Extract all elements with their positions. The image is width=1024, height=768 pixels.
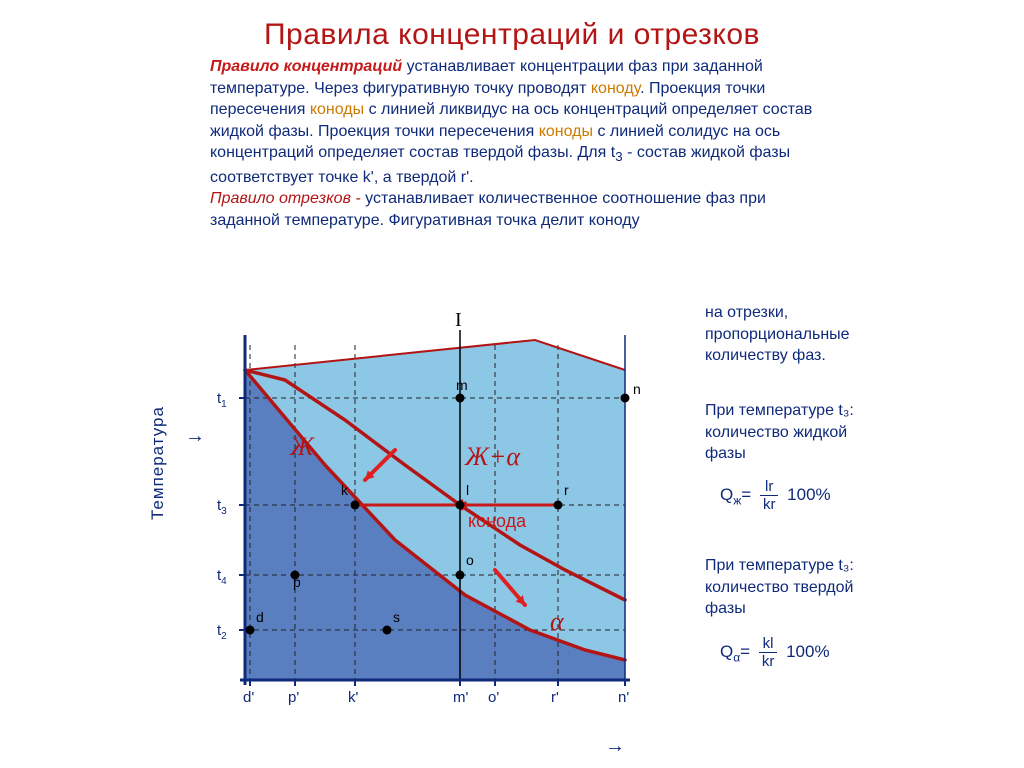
svg-text:p': p' — [288, 689, 299, 706]
t3-sub: 3 — [615, 150, 622, 165]
svg-text:Ж: Ж — [289, 432, 315, 461]
description-paragraph: Правило концентраций устанавливает конце… — [210, 56, 820, 231]
eq2-frac: kl kr — [759, 635, 778, 670]
eq1-frac: lr kr — [760, 478, 779, 513]
svg-text:o: o — [466, 552, 474, 568]
eq1-den: kr — [760, 496, 779, 513]
eq2-num: kl — [759, 635, 778, 653]
svg-text:t1: t1 — [217, 390, 227, 410]
svg-text:Ж+α: Ж+α — [464, 442, 521, 471]
phase-diagram-chart: ✱mnklropdst1t3t4t2d'p'k'm'o'r'n'ЖЖ+ααкон… — [165, 310, 695, 755]
eq1-lhs: Qж= — [720, 485, 751, 504]
svg-text:t3: t3 — [217, 497, 227, 517]
svg-text:конода: конода — [468, 511, 527, 531]
eq2-rhs: 100% — [786, 642, 829, 661]
svg-text:r': r' — [551, 689, 559, 706]
term-rule2: Правило отрезков - — [210, 190, 361, 207]
eq1-num: lr — [760, 478, 779, 496]
svg-text:t4: t4 — [217, 567, 227, 587]
term-konody1: коноды — [310, 101, 364, 118]
diagram-svg: ✱mnklropdst1t3t4t2d'p'k'm'o'r'n'ЖЖ+ααкон… — [165, 310, 695, 755]
eq2-den: kr — [759, 653, 778, 670]
eq1-rhs: 100% — [787, 485, 830, 504]
side-text-1: на отрезки, пропорциональные количеству … — [705, 302, 880, 367]
svg-text:r: r — [564, 482, 569, 498]
side-text-3: При температуре t₃: количество твердой ф… — [705, 555, 880, 620]
svg-text:d': d' — [243, 689, 254, 706]
term-konodu: коноду — [591, 80, 640, 97]
svg-text:I: I — [455, 310, 462, 331]
svg-text:d: d — [256, 609, 264, 625]
side-text-2: При температуре t₃: количество жидкой фа… — [705, 400, 880, 465]
svg-text:k: k — [341, 482, 349, 498]
svg-text:m: m — [456, 377, 468, 393]
term-rule1: Правило концентраций — [210, 58, 402, 75]
svg-text:m': m' — [453, 689, 468, 706]
eq2-lhs: Qα= — [720, 642, 750, 661]
svg-text:n: n — [633, 381, 641, 397]
svg-text:n': n' — [618, 689, 629, 706]
svg-text:s: s — [393, 609, 400, 625]
equation-2: Qα= kl kr 100% — [720, 635, 830, 670]
svg-text:α: α — [550, 607, 565, 636]
svg-text:k': k' — [348, 689, 359, 706]
page: Правила концентраций и отрезков Правило … — [0, 0, 1024, 768]
term-konody2: коноды — [539, 123, 593, 140]
svg-text:l: l — [466, 482, 469, 498]
equation-1: Qж= lr kr 100% — [720, 478, 831, 513]
svg-text:t2: t2 — [217, 622, 227, 642]
svg-text:p: p — [293, 574, 301, 590]
svg-text:o': o' — [488, 689, 499, 706]
page-title: Правила концентраций и отрезков — [0, 18, 1024, 52]
